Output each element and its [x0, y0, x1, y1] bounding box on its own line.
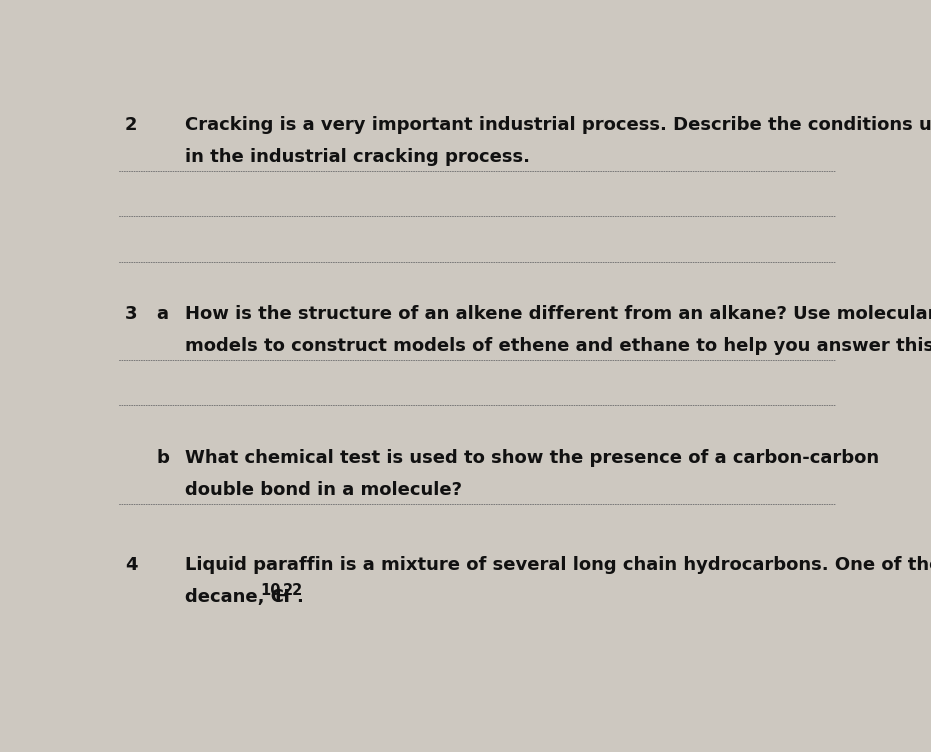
Text: 22: 22 [282, 583, 303, 598]
Text: 3: 3 [125, 305, 138, 323]
Text: double bond in a molecule?: double bond in a molecule? [185, 481, 462, 499]
Text: models to construct models of ethene and ethane to help you answer this.: models to construct models of ethene and… [185, 337, 931, 355]
Text: .: . [296, 587, 303, 605]
Text: Cracking is a very important industrial process. Describe the conditions used: Cracking is a very important industrial … [185, 117, 931, 135]
Text: in the industrial cracking process.: in the industrial cracking process. [185, 148, 530, 166]
Text: b: b [156, 449, 169, 467]
Text: 10: 10 [261, 583, 281, 598]
Text: 4: 4 [125, 556, 138, 574]
Text: 2: 2 [125, 117, 138, 135]
Text: Liquid paraffin is a mixture of several long chain hydrocarbons. One of these is: Liquid paraffin is a mixture of several … [185, 556, 931, 574]
Text: a: a [156, 305, 169, 323]
Text: decane, C: decane, C [185, 587, 284, 605]
Text: What chemical test is used to show the presence of a carbon-carbon: What chemical test is used to show the p… [185, 449, 879, 467]
Text: How is the structure of an alkene different from an alkane? Use molecular: How is the structure of an alkene differ… [185, 305, 931, 323]
Text: H: H [274, 587, 289, 605]
